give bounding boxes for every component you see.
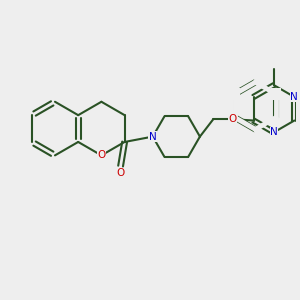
Text: N: N xyxy=(149,132,157,142)
Text: N: N xyxy=(272,89,280,99)
Text: N: N xyxy=(231,89,239,99)
Text: N: N xyxy=(149,132,157,142)
Text: O: O xyxy=(97,150,106,161)
Text: N: N xyxy=(272,89,280,99)
Text: N: N xyxy=(231,89,239,99)
Text: N: N xyxy=(290,92,298,102)
Text: O: O xyxy=(116,168,125,178)
Text: O: O xyxy=(229,114,237,124)
Text: N: N xyxy=(270,127,278,137)
